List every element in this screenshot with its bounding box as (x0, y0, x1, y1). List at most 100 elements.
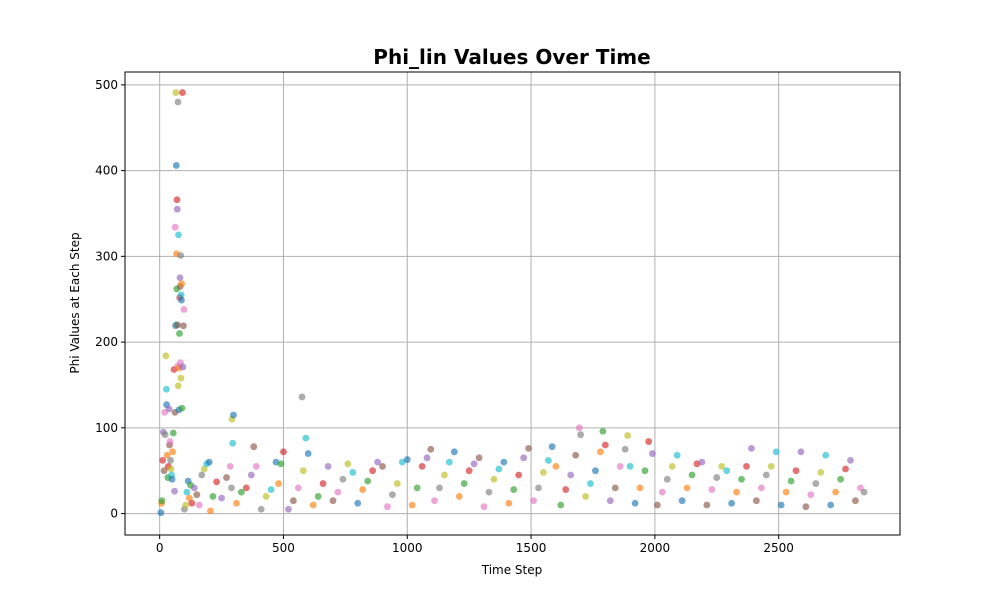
data-point (354, 499, 362, 507)
data-point (176, 274, 184, 282)
data-point (344, 460, 352, 468)
data-point (777, 501, 785, 509)
data-point (163, 451, 171, 459)
data-point (748, 445, 755, 452)
data-point (500, 458, 508, 466)
data-point (205, 458, 213, 466)
data-point (797, 448, 805, 456)
data-point (213, 478, 221, 486)
data-point (334, 488, 342, 496)
x-tick-label: 2000 (640, 541, 671, 555)
data-point (552, 463, 560, 470)
data-point (289, 497, 297, 505)
data-point (180, 322, 187, 330)
data-point (180, 306, 188, 313)
data-point (723, 467, 731, 475)
data-point (530, 497, 537, 505)
data-point (599, 427, 607, 435)
data-point (475, 454, 483, 462)
data-point (636, 484, 644, 492)
data-point (772, 448, 780, 456)
data-point (172, 162, 180, 169)
data-point (520, 454, 528, 462)
grid-layer (125, 72, 900, 535)
data-point (171, 487, 178, 495)
data-point (185, 494, 193, 502)
data-point (169, 448, 176, 456)
data-point (733, 488, 740, 496)
data-point (668, 463, 676, 470)
data-point (226, 463, 234, 470)
data-point (168, 475, 176, 483)
data-point (708, 486, 716, 493)
data-point (587, 480, 594, 487)
data-point (575, 424, 583, 432)
data-point (767, 463, 775, 470)
data-point (171, 223, 179, 231)
data-point (807, 491, 815, 499)
data-point (262, 493, 270, 500)
data-point (209, 493, 217, 500)
data-point (169, 429, 177, 437)
data-point (427, 445, 435, 453)
data-point (167, 457, 174, 464)
data-point (275, 480, 282, 487)
data-point (441, 471, 448, 479)
data-point (860, 488, 868, 496)
data-point (174, 98, 182, 106)
data-point (207, 507, 214, 515)
data-point (329, 497, 337, 505)
data-point (178, 280, 186, 288)
y-tick-label: 100 (95, 421, 118, 435)
data-point (545, 457, 552, 464)
data-point (548, 443, 556, 451)
data-point (645, 438, 653, 445)
data-point (658, 488, 666, 496)
data-point (455, 493, 463, 500)
data-point (359, 486, 367, 493)
data-point (540, 469, 547, 476)
data-point (577, 431, 584, 439)
data-point (174, 321, 181, 329)
data-point (678, 497, 686, 505)
data-point (782, 488, 790, 496)
data-point (280, 448, 287, 456)
data-point (285, 505, 292, 513)
data-point (294, 484, 302, 492)
data-point (364, 477, 372, 485)
data-point (267, 486, 275, 493)
data-point (161, 431, 169, 439)
data-point (495, 465, 503, 473)
data-point (582, 493, 589, 500)
data-point (631, 499, 639, 507)
y-tick-label: 300 (95, 249, 118, 263)
x-tick-label: 0 (156, 541, 164, 555)
data-point (713, 474, 721, 481)
data-point (485, 488, 493, 496)
data-point (562, 486, 570, 493)
data-point (505, 499, 513, 507)
data-point (233, 499, 240, 507)
data-point (436, 484, 443, 492)
data-point (698, 458, 706, 466)
data-point (648, 450, 656, 457)
data-point (832, 488, 840, 496)
data-point (178, 404, 186, 412)
data-point (743, 463, 750, 470)
data-point (510, 486, 518, 493)
data-point (592, 467, 599, 475)
data-point (827, 501, 835, 509)
data-point (624, 432, 632, 439)
data-point (817, 469, 825, 476)
data-point (230, 411, 237, 419)
data-point (413, 484, 421, 492)
x-tick-label: 500 (272, 541, 295, 555)
data-point (641, 467, 649, 475)
data-point (792, 467, 800, 475)
data-point (460, 480, 468, 487)
data-point (718, 463, 726, 470)
data-point (445, 458, 453, 466)
data-point (319, 480, 327, 487)
data-point (195, 501, 203, 509)
